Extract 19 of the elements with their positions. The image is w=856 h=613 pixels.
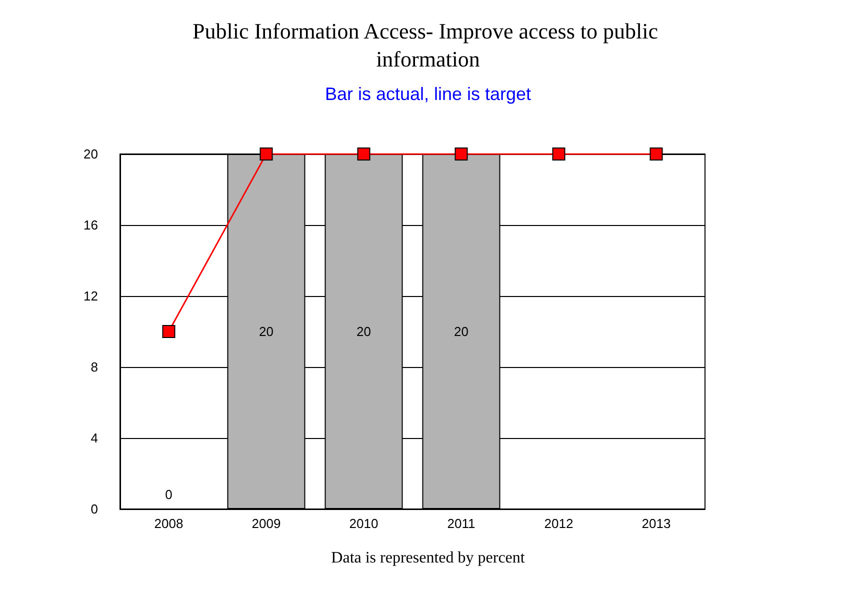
x-tick-label: 2011 [447,516,476,531]
data-label: 20 [454,324,468,339]
y-tick-label: 0 [90,502,98,516]
data-label: 0 [165,487,172,502]
chart-title: Public Information Access- Improve access to public information [192,18,664,72]
y-tick-label: 8 [90,360,98,374]
x-tick-label: 2008 [154,516,184,531]
data-label: 20 [356,324,371,339]
x-tick-label: 2010 [349,516,378,531]
chart-subtitle: Bar is actual, line is target [324,84,532,104]
x-tick-label: 2012 [544,516,574,531]
data-label: 20 [259,324,274,339]
x-tick-label: 2009 [252,516,281,531]
y-tick-label: 12 [84,288,98,304]
y-tick-label: 16 [84,218,98,232]
y-tick-label: 20 [84,146,98,162]
x-tick-label: 2013 [642,516,671,531]
text: Data is represented by percent [331,550,526,566]
y-tick-label: 4 [90,430,98,446]
